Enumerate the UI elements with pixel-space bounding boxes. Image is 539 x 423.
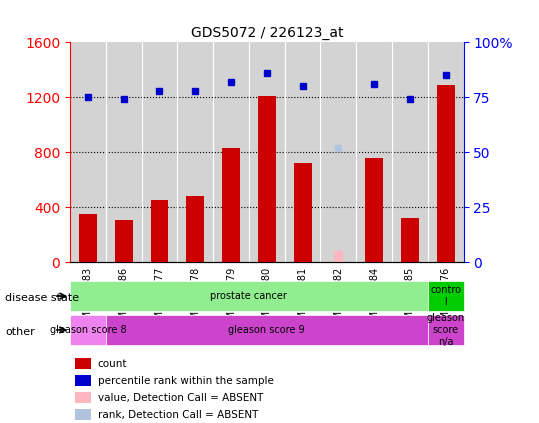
Bar bbox=[401, 218, 419, 262]
Text: gleason score 9: gleason score 9 bbox=[229, 325, 305, 335]
Bar bbox=[75, 409, 91, 420]
FancyBboxPatch shape bbox=[106, 315, 428, 345]
Text: other: other bbox=[5, 327, 35, 337]
FancyBboxPatch shape bbox=[70, 281, 428, 311]
Bar bbox=[186, 196, 204, 262]
Bar bbox=[365, 158, 383, 262]
Text: gleason
score
n/a: gleason score n/a bbox=[426, 313, 465, 346]
Bar bbox=[150, 201, 169, 262]
Text: prostate cancer: prostate cancer bbox=[211, 291, 287, 301]
Bar bbox=[79, 214, 97, 262]
FancyBboxPatch shape bbox=[428, 281, 464, 311]
Bar bbox=[258, 96, 276, 262]
Bar bbox=[75, 358, 91, 369]
Bar bbox=[437, 85, 454, 262]
Bar bbox=[75, 375, 91, 386]
Text: count: count bbox=[98, 359, 127, 369]
Text: disease state: disease state bbox=[5, 293, 80, 303]
Text: contro
l: contro l bbox=[430, 285, 461, 307]
Bar bbox=[334, 251, 343, 262]
Text: percentile rank within the sample: percentile rank within the sample bbox=[98, 376, 273, 386]
FancyBboxPatch shape bbox=[428, 315, 464, 345]
Bar bbox=[115, 220, 133, 262]
Bar bbox=[222, 148, 240, 262]
Bar bbox=[294, 163, 312, 262]
Text: value, Detection Call = ABSENT: value, Detection Call = ABSENT bbox=[98, 393, 263, 403]
Text: gleason score 8: gleason score 8 bbox=[50, 325, 126, 335]
Title: GDS5072 / 226123_at: GDS5072 / 226123_at bbox=[191, 26, 343, 40]
Bar bbox=[75, 392, 91, 403]
FancyBboxPatch shape bbox=[70, 315, 106, 345]
Text: rank, Detection Call = ABSENT: rank, Detection Call = ABSENT bbox=[98, 409, 258, 420]
